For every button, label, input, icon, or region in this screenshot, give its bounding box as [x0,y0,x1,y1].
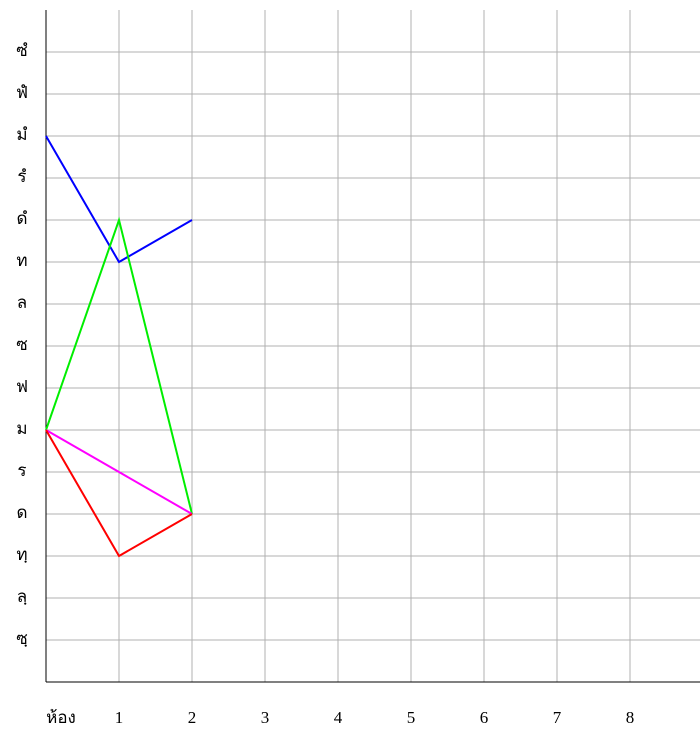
y-tick-label: ซ [16,335,28,354]
x-tick-label: 8 [626,708,635,727]
y-tick-label: ฟํ [16,83,28,102]
y-tick-label: ร [17,461,26,480]
series-line [45,429,193,515]
y-tick-label: ล [17,293,27,312]
x-tick-label: 4 [334,708,343,727]
x-tick-label: 2 [188,708,197,727]
y-tick-label: ซฺ [16,629,28,648]
x-tick-label: ห้อง [46,708,76,727]
x-tick-label: 1 [115,708,124,727]
y-tick-label: รํ [17,167,26,186]
x-tick-label: 5 [407,708,416,727]
y-tick-label: ดํ [16,209,27,228]
y-tick-label: มํ [16,125,27,144]
y-tick-label: ซํ [16,41,28,60]
x-tick-label: 3 [261,708,270,727]
series-line [45,429,193,558]
series-line [45,216,193,515]
y-tick-label: ทฺ [16,545,27,564]
x-tick-label: 7 [553,708,562,727]
series-line [45,135,193,264]
y-tick-label: ด [16,503,27,522]
x-tick-label: 6 [480,708,489,727]
y-tick-label: ลฺ [17,587,27,606]
y-tick-label: ท [16,251,27,270]
y-tick-label: ม [16,419,27,438]
y-tick-label: ฟ [16,377,28,396]
